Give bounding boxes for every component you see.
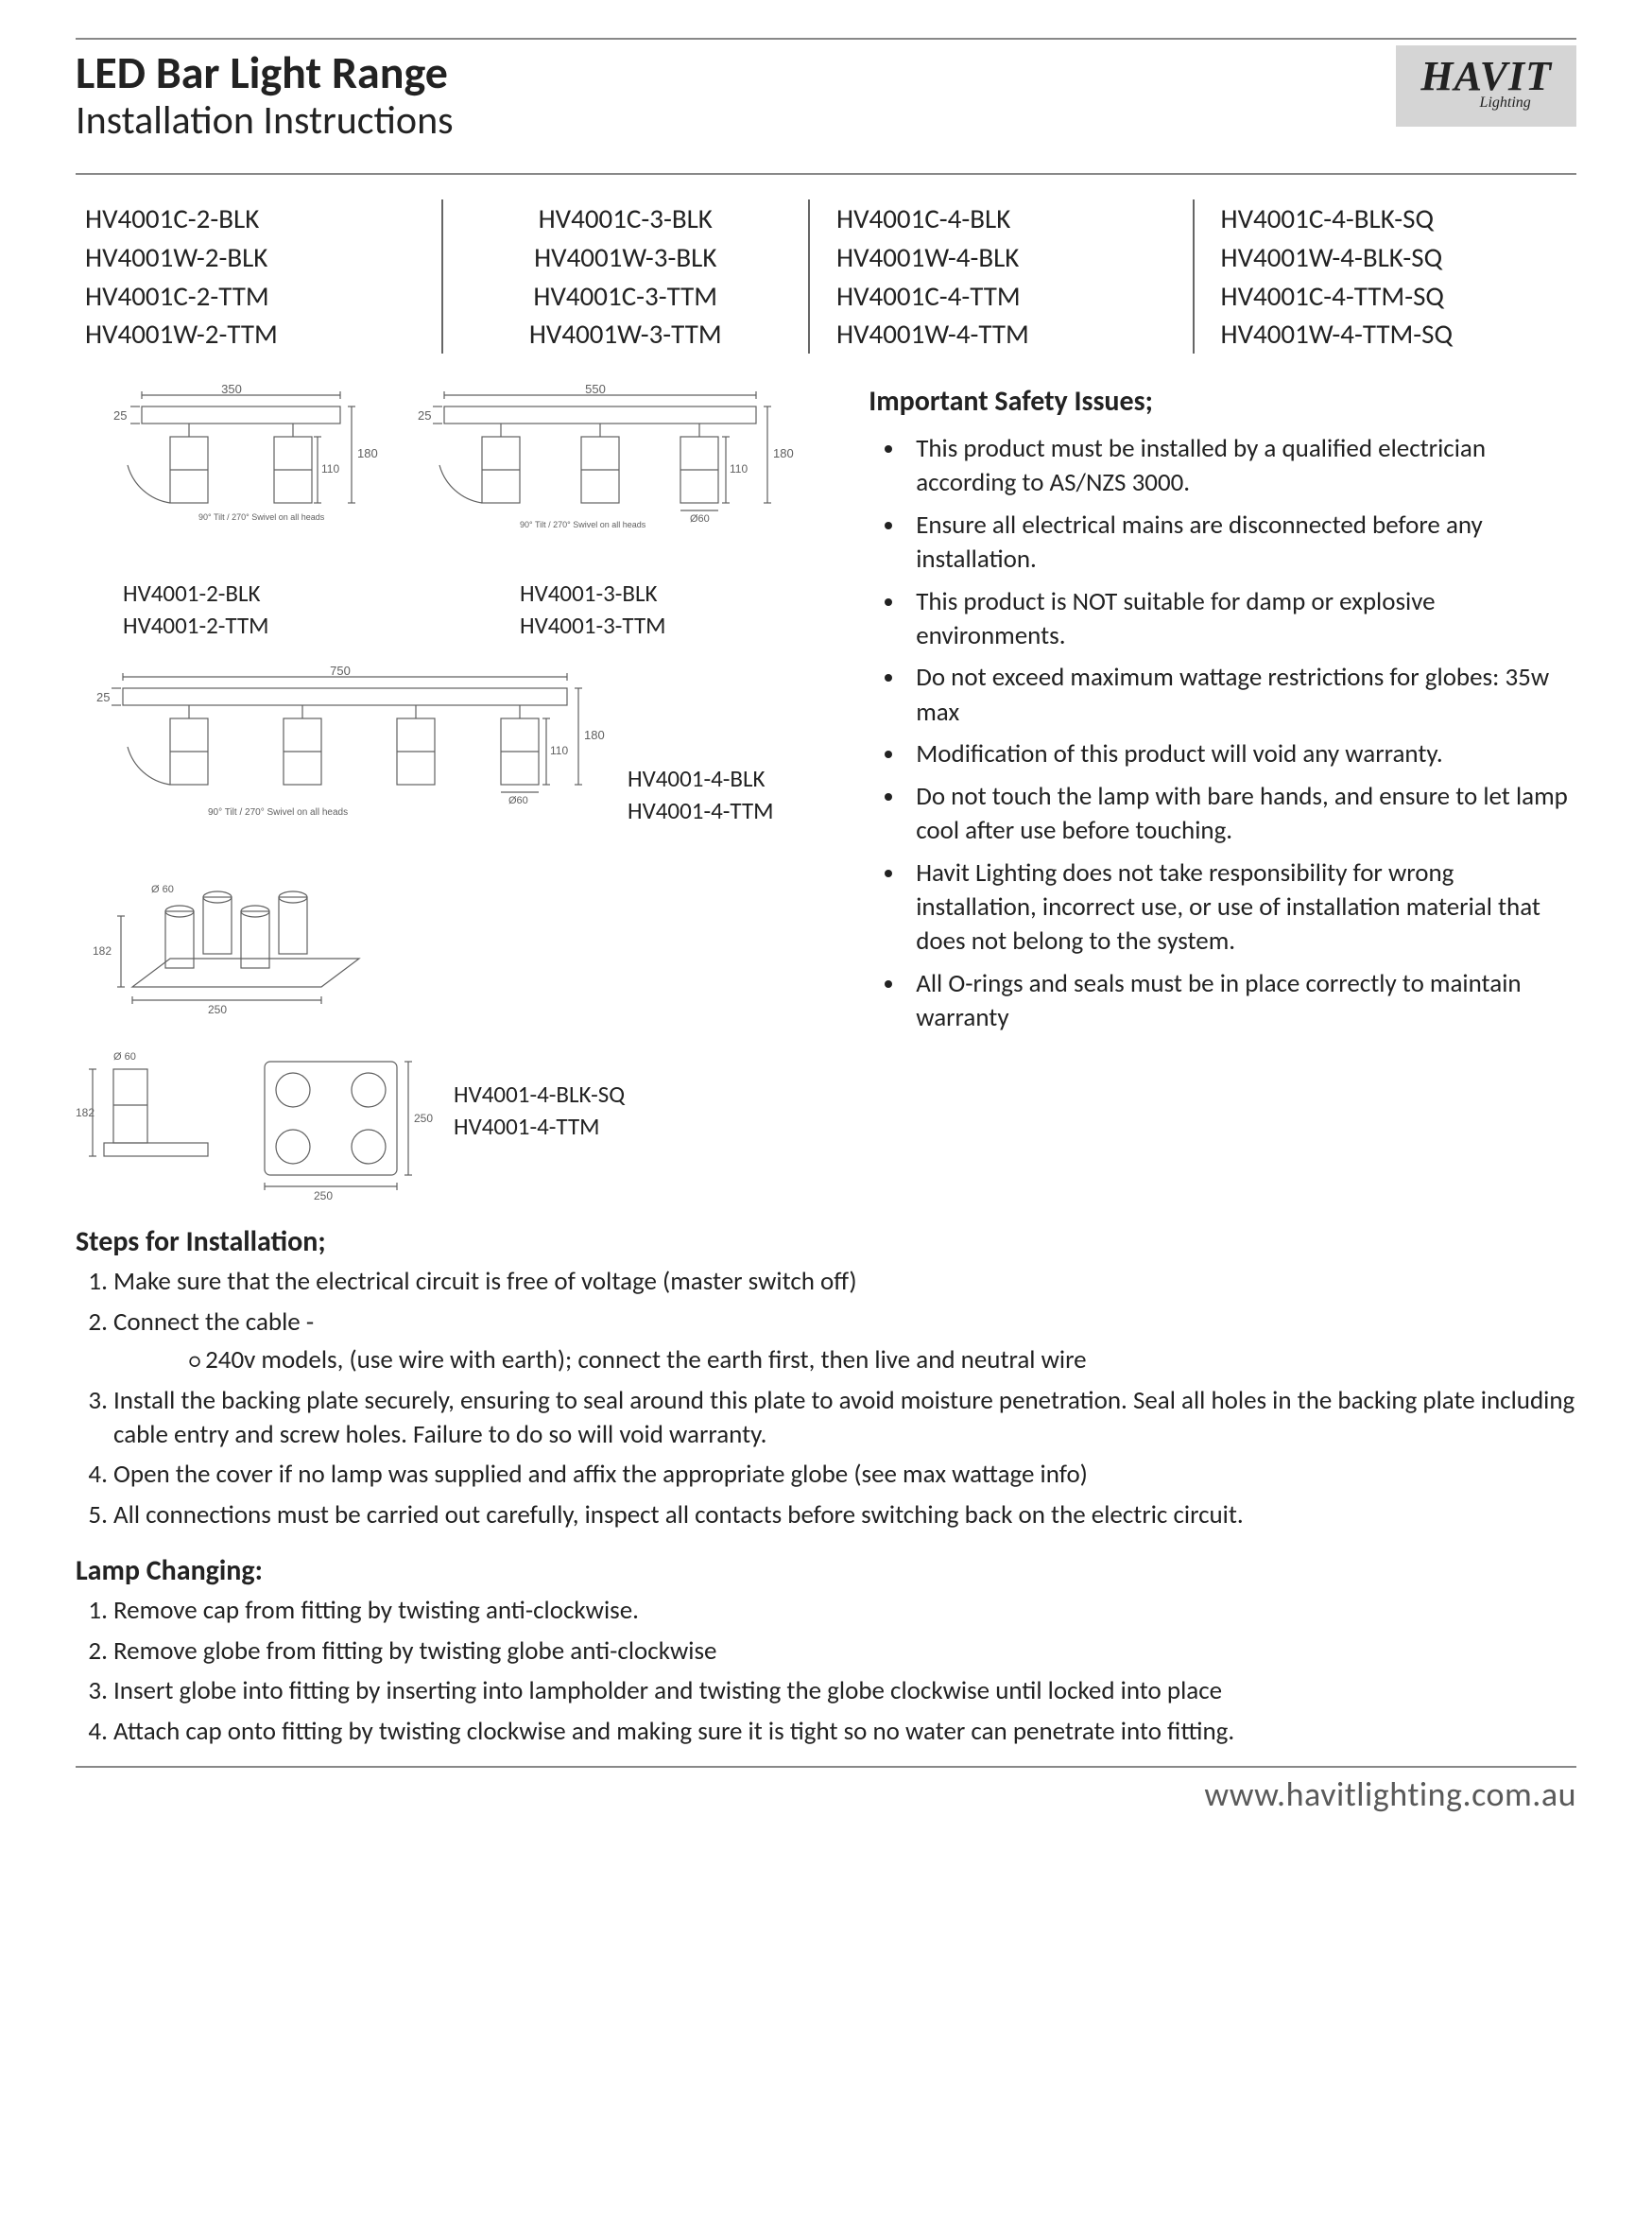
safety-column: Important Safety Issues; This product mu… bbox=[869, 384, 1576, 1204]
diagram-sq-flat-svg: Ø 60 182 250 250 bbox=[76, 1043, 435, 1203]
svg-text:90° Tilt / 270° Swivel on all: 90° Tilt / 270° Swivel on all heads bbox=[198, 512, 325, 522]
svg-text:250: 250 bbox=[414, 1112, 433, 1125]
model-code: HV4001C-3-BLK bbox=[453, 199, 800, 238]
safety-item: Ensure all electrical mains are disconne… bbox=[906, 509, 1576, 578]
step-item: Connect the cable - 240v models, (use wi… bbox=[113, 1306, 1576, 1378]
lamp-list: Remove cap from fitting by twisting anti… bbox=[76, 1594, 1576, 1749]
safety-list: This product must be installed by a qual… bbox=[869, 432, 1576, 1036]
diagram-2head-svg: 350 25 bbox=[76, 384, 378, 563]
safety-item: This product must be installed by a qual… bbox=[906, 432, 1576, 501]
svg-text:250: 250 bbox=[314, 1189, 333, 1202]
svg-text:180: 180 bbox=[357, 446, 378, 460]
diagram-sq-perspective: Ø 60 182 250 bbox=[76, 864, 842, 1029]
diagram-sq-caption: HV4001-4-BLK-SQ HV4001-4-TTM bbox=[454, 1052, 625, 1143]
model-code: HV4001C-4-BLK-SQ bbox=[1221, 199, 1568, 238]
model-code: HV4001W-4-BLK-SQ bbox=[1221, 238, 1568, 277]
safety-item: Modification of this product will void a… bbox=[906, 737, 1576, 771]
svg-text:Ø 60: Ø 60 bbox=[113, 1051, 136, 1063]
lamp-item: Insert globe into fitting by inserting i… bbox=[113, 1674, 1576, 1708]
step-sub-item: 240v models, (use wire with earth); conn… bbox=[189, 1343, 1576, 1377]
lamp-item: Attach cap onto fitting by twisting cloc… bbox=[113, 1715, 1576, 1749]
model-grid: HV4001C-2-BLK HV4001W-2-BLK HV4001C-2-TT… bbox=[76, 196, 1576, 356]
title-main: LED Bar Light Range bbox=[76, 49, 454, 96]
svg-text:90° Tilt / 270° Swivel on all: 90° Tilt / 270° Swivel on all heads bbox=[208, 807, 348, 818]
model-code: HV4001C-2-BLK bbox=[85, 199, 432, 238]
mid-rule bbox=[76, 173, 1576, 175]
diagram-row-1: 350 25 bbox=[76, 384, 842, 642]
diagram-3head-svg: 550 25 180 110 bbox=[397, 384, 803, 563]
header: LED Bar Light Range Installation Instruc… bbox=[76, 45, 1576, 145]
model-code: HV4001W-2-TTM bbox=[85, 315, 432, 354]
model-code: HV4001W-2-BLK bbox=[85, 238, 432, 277]
diagram-4head-svg: 750 25 180 110 Ø60 bbox=[76, 666, 605, 855]
safety-item: Do not touch the lamp with bare hands, a… bbox=[906, 780, 1576, 849]
svg-text:25: 25 bbox=[418, 408, 431, 423]
step-item: All connections must be carried out care… bbox=[113, 1498, 1576, 1532]
svg-text:25: 25 bbox=[96, 690, 110, 704]
top-rule bbox=[76, 38, 1576, 40]
safety-item: Havit Lighting does not take responsibil… bbox=[906, 856, 1576, 960]
svg-text:182: 182 bbox=[93, 944, 112, 958]
diagram-2head-caption: HV4001-2-BLK HV4001-2-TTM bbox=[76, 578, 378, 642]
svg-text:180: 180 bbox=[584, 728, 605, 742]
svg-text:110: 110 bbox=[730, 462, 748, 476]
svg-text:250: 250 bbox=[208, 1003, 227, 1016]
model-code: HV4001C-4-TTM-SQ bbox=[1221, 277, 1568, 316]
safety-item: Do not exceed maximum wattage restrictio… bbox=[906, 661, 1576, 730]
diagram-2head: 350 25 bbox=[76, 384, 378, 642]
lamp-item: Remove cap from fitting by twisting anti… bbox=[113, 1594, 1576, 1628]
model-code: HV4001C-4-TTM bbox=[836, 277, 1183, 316]
model-code: HV4001W-3-BLK bbox=[453, 238, 800, 277]
page: LED Bar Light Range Installation Instruc… bbox=[0, 0, 1652, 1843]
safety-item: This product is NOT suitable for damp or… bbox=[906, 585, 1576, 654]
model-code: HV4001C-4-BLK bbox=[836, 199, 1183, 238]
model-col-1: HV4001C-2-BLK HV4001W-2-BLK HV4001C-2-TT… bbox=[76, 196, 441, 356]
lamp-item: Remove globe from fitting by twisting gl… bbox=[113, 1634, 1576, 1669]
logo: HAVIT Lighting bbox=[1396, 45, 1576, 127]
title-block: LED Bar Light Range Installation Instruc… bbox=[76, 45, 454, 145]
svg-text:Ø60: Ø60 bbox=[690, 513, 710, 525]
content-row: 350 25 bbox=[76, 384, 1576, 1204]
diagrams-column: 350 25 bbox=[76, 384, 842, 1204]
step-item: Open the cover if no lamp was supplied a… bbox=[113, 1458, 1576, 1492]
step-item: Install the backing plate securely, ensu… bbox=[113, 1384, 1576, 1453]
svg-text:Ø 60: Ø 60 bbox=[151, 884, 174, 895]
diagram-sq-persp-svg: Ø 60 182 250 bbox=[76, 864, 378, 1025]
svg-text:25: 25 bbox=[113, 408, 127, 423]
safety-heading: Important Safety Issues; bbox=[869, 384, 1576, 419]
diagram-3head-caption: HV4001-3-BLK HV4001-3-TTM bbox=[397, 578, 803, 642]
model-code: HV4001W-4-TTM-SQ bbox=[1221, 315, 1568, 354]
model-code: HV4001W-3-TTM bbox=[453, 315, 800, 354]
svg-text:110: 110 bbox=[321, 462, 339, 476]
diagram-3head: 550 25 180 110 bbox=[397, 384, 803, 642]
model-col-2: HV4001C-3-BLK HV4001W-3-BLK HV4001C-3-TT… bbox=[443, 196, 809, 356]
model-code: HV4001C-3-TTM bbox=[453, 277, 800, 316]
model-col-4: HV4001C-4-BLK-SQ HV4001W-4-BLK-SQ HV4001… bbox=[1195, 196, 1577, 356]
lamp-heading: Lamp Changing: bbox=[76, 1553, 1576, 1588]
svg-text:182: 182 bbox=[76, 1106, 95, 1119]
svg-text:350: 350 bbox=[221, 384, 242, 396]
model-code: HV4001W-4-TTM bbox=[836, 315, 1183, 354]
svg-text:110: 110 bbox=[550, 744, 568, 757]
footer-url: www.havitlighting.com.au bbox=[76, 1768, 1576, 1815]
svg-text:750: 750 bbox=[330, 666, 351, 678]
logo-text: HAVIT bbox=[1420, 57, 1552, 96]
step-item: Make sure that the electrical circuit is… bbox=[113, 1265, 1576, 1299]
diagram-4head-caption: HV4001-4-BLK HV4001-4-TTM bbox=[628, 763, 774, 856]
diagram-sq-flat: Ø 60 182 250 250 bbox=[76, 1043, 842, 1203]
svg-text:Ø60: Ø60 bbox=[508, 795, 528, 806]
diagram-4head: 750 25 180 110 Ø60 bbox=[76, 666, 842, 855]
steps-heading: Steps for Installation; bbox=[76, 1224, 1576, 1259]
model-code: HV4001C-2-TTM bbox=[85, 277, 432, 316]
svg-text:90° Tilt / 270° Swivel on all: 90° Tilt / 270° Swivel on all heads bbox=[520, 520, 646, 529]
steps-list: Make sure that the electrical circuit is… bbox=[76, 1265, 1576, 1532]
safety-item: All O-rings and seals must be in place c… bbox=[906, 967, 1576, 1036]
model-code: HV4001W-4-BLK bbox=[836, 238, 1183, 277]
model-col-3: HV4001C-4-BLK HV4001W-4-BLK HV4001C-4-TT… bbox=[810, 196, 1193, 356]
svg-text:550: 550 bbox=[585, 384, 606, 396]
svg-text:180: 180 bbox=[773, 446, 794, 460]
title-sub: Installation Instructions bbox=[76, 96, 454, 145]
